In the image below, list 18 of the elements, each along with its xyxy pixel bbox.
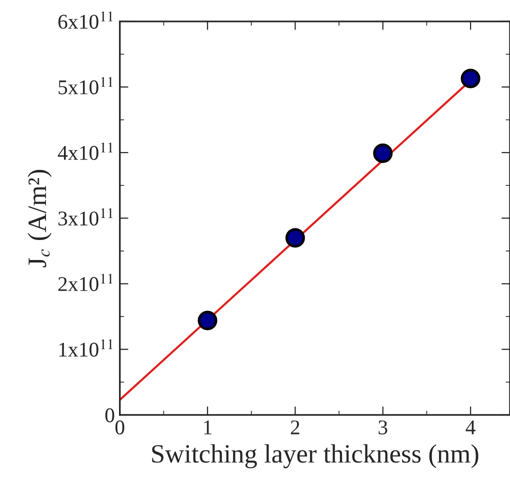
y-tick-label: 0 (105, 408, 114, 422)
x-tick-label: 0 (115, 420, 124, 434)
x-tick-label: 4 (466, 420, 476, 434)
x-tick-label: 2 (290, 420, 300, 434)
x-tick-label: 3 (378, 420, 388, 434)
y-tick-label: 4x10$^{11}$ (58, 142, 113, 160)
y-tick-label: 3x10$^{11}$ (58, 208, 113, 226)
point (198, 310, 218, 330)
point (460, 68, 480, 88)
y-tick-label: 2x10$^{11}$ (58, 274, 113, 292)
y-axis-title: J$_{c}$ (A/m²) (28, 170, 52, 268)
point (285, 228, 305, 248)
point (373, 143, 393, 164)
y-tick-label: 6x10$^{11}$ (58, 11, 113, 29)
y-tick-label: 5x10$^{11}$ (58, 76, 113, 94)
x-axis-title: Switching layer thickness (nm) (152, 444, 478, 468)
x-tick-label: 1 (204, 420, 212, 434)
y-tick-label: 1x10$^{11}$ (59, 339, 113, 357)
